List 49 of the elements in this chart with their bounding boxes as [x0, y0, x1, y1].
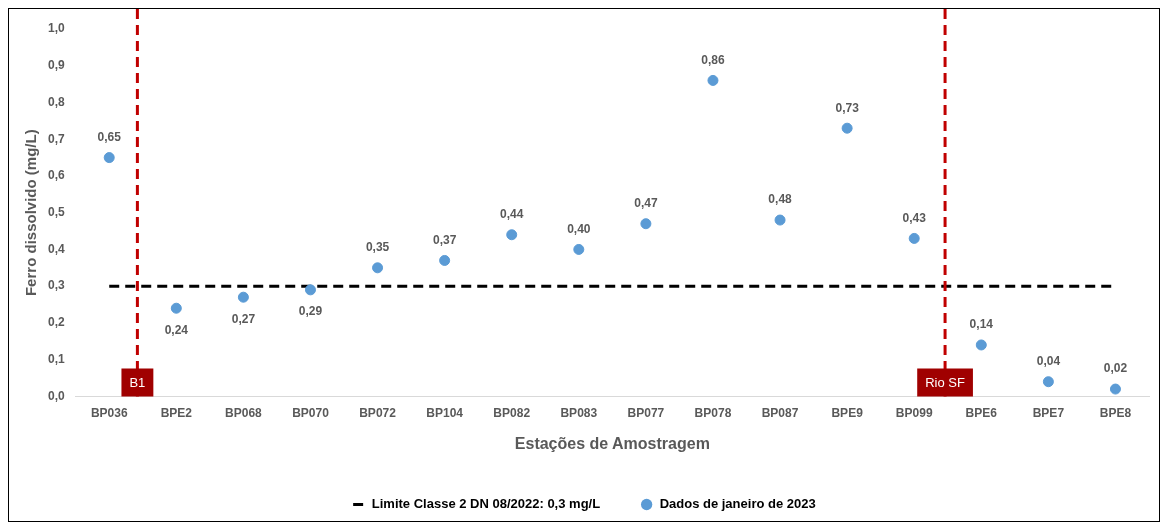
data-label: 0,43 — [902, 210, 927, 225]
annotation: B1 — [129, 374, 146, 390]
x-tick-label: BPE7 — [1032, 405, 1065, 420]
y-tick-label: 0,3 — [47, 278, 65, 293]
data-label: 0,04 — [1036, 354, 1061, 369]
data-label: 0,48 — [768, 192, 793, 207]
y-tick-label: 0,7 — [47, 131, 65, 146]
data-label: 0,47 — [634, 196, 658, 211]
y-tick-label: 0,4 — [47, 241, 65, 256]
y-tick-label: 0,2 — [47, 315, 65, 330]
data-label: 0,24 — [164, 322, 189, 337]
x-tick-label: BPE8 — [1099, 405, 1132, 420]
data-label: 0,73 — [835, 100, 860, 115]
x-tick-label: BP072 — [359, 405, 397, 420]
x-tick-label: BPE2 — [160, 405, 193, 420]
y-tick-label: 0,1 — [47, 351, 65, 366]
x-tick-label: BP087 — [761, 405, 799, 420]
legend-label: Limite Classe 2 DN 08/2022: 0,3 mg/L — [371, 496, 601, 512]
y-tick-label: 0,5 — [47, 205, 65, 220]
x-tick-label: BPE9 — [831, 405, 864, 420]
data-label: 0,86 — [701, 52, 725, 67]
x-tick-label: BP099 — [895, 405, 933, 420]
data-label: 0,40 — [567, 221, 591, 236]
x-tick-label: BP104 — [426, 405, 464, 420]
data-label: 0,27 — [231, 311, 256, 326]
x-tick-label: BP036 — [90, 405, 128, 420]
x-axis-title: Estações de Amostragem — [514, 434, 710, 452]
x-tick-label: BP082 — [493, 405, 531, 420]
y-tick-label: 0,0 — [47, 388, 65, 403]
x-tick-label: BP083 — [560, 405, 598, 420]
x-tick-label: BP078 — [694, 405, 732, 420]
x-tick-label: BP077 — [627, 405, 665, 420]
data-label: 0,29 — [298, 304, 323, 319]
data-label: 0,14 — [969, 317, 994, 332]
data-label: 0,37 — [432, 232, 457, 247]
data-label: 0,44 — [500, 207, 524, 222]
annotation: Rio SF — [925, 374, 965, 390]
data-label: 0,02 — [1103, 361, 1128, 376]
y-axis-title: Ferro dissolvido (mg/L) — [22, 129, 40, 297]
x-tick-label: BP070 — [292, 405, 330, 420]
y-tick-label: 0,9 — [47, 58, 65, 73]
x-tick-label: BP068 — [225, 405, 263, 420]
y-tick-label: 0,6 — [47, 168, 65, 183]
y-tick-label: 1,0 — [47, 21, 65, 36]
data-label: 0,65 — [97, 129, 122, 144]
data-label: 0,35 — [365, 240, 390, 255]
legend-label: Dados de janeiro de 2023 — [659, 496, 816, 512]
x-tick-label: BPE6 — [965, 405, 998, 420]
y-tick-label: 0,8 — [47, 94, 65, 109]
